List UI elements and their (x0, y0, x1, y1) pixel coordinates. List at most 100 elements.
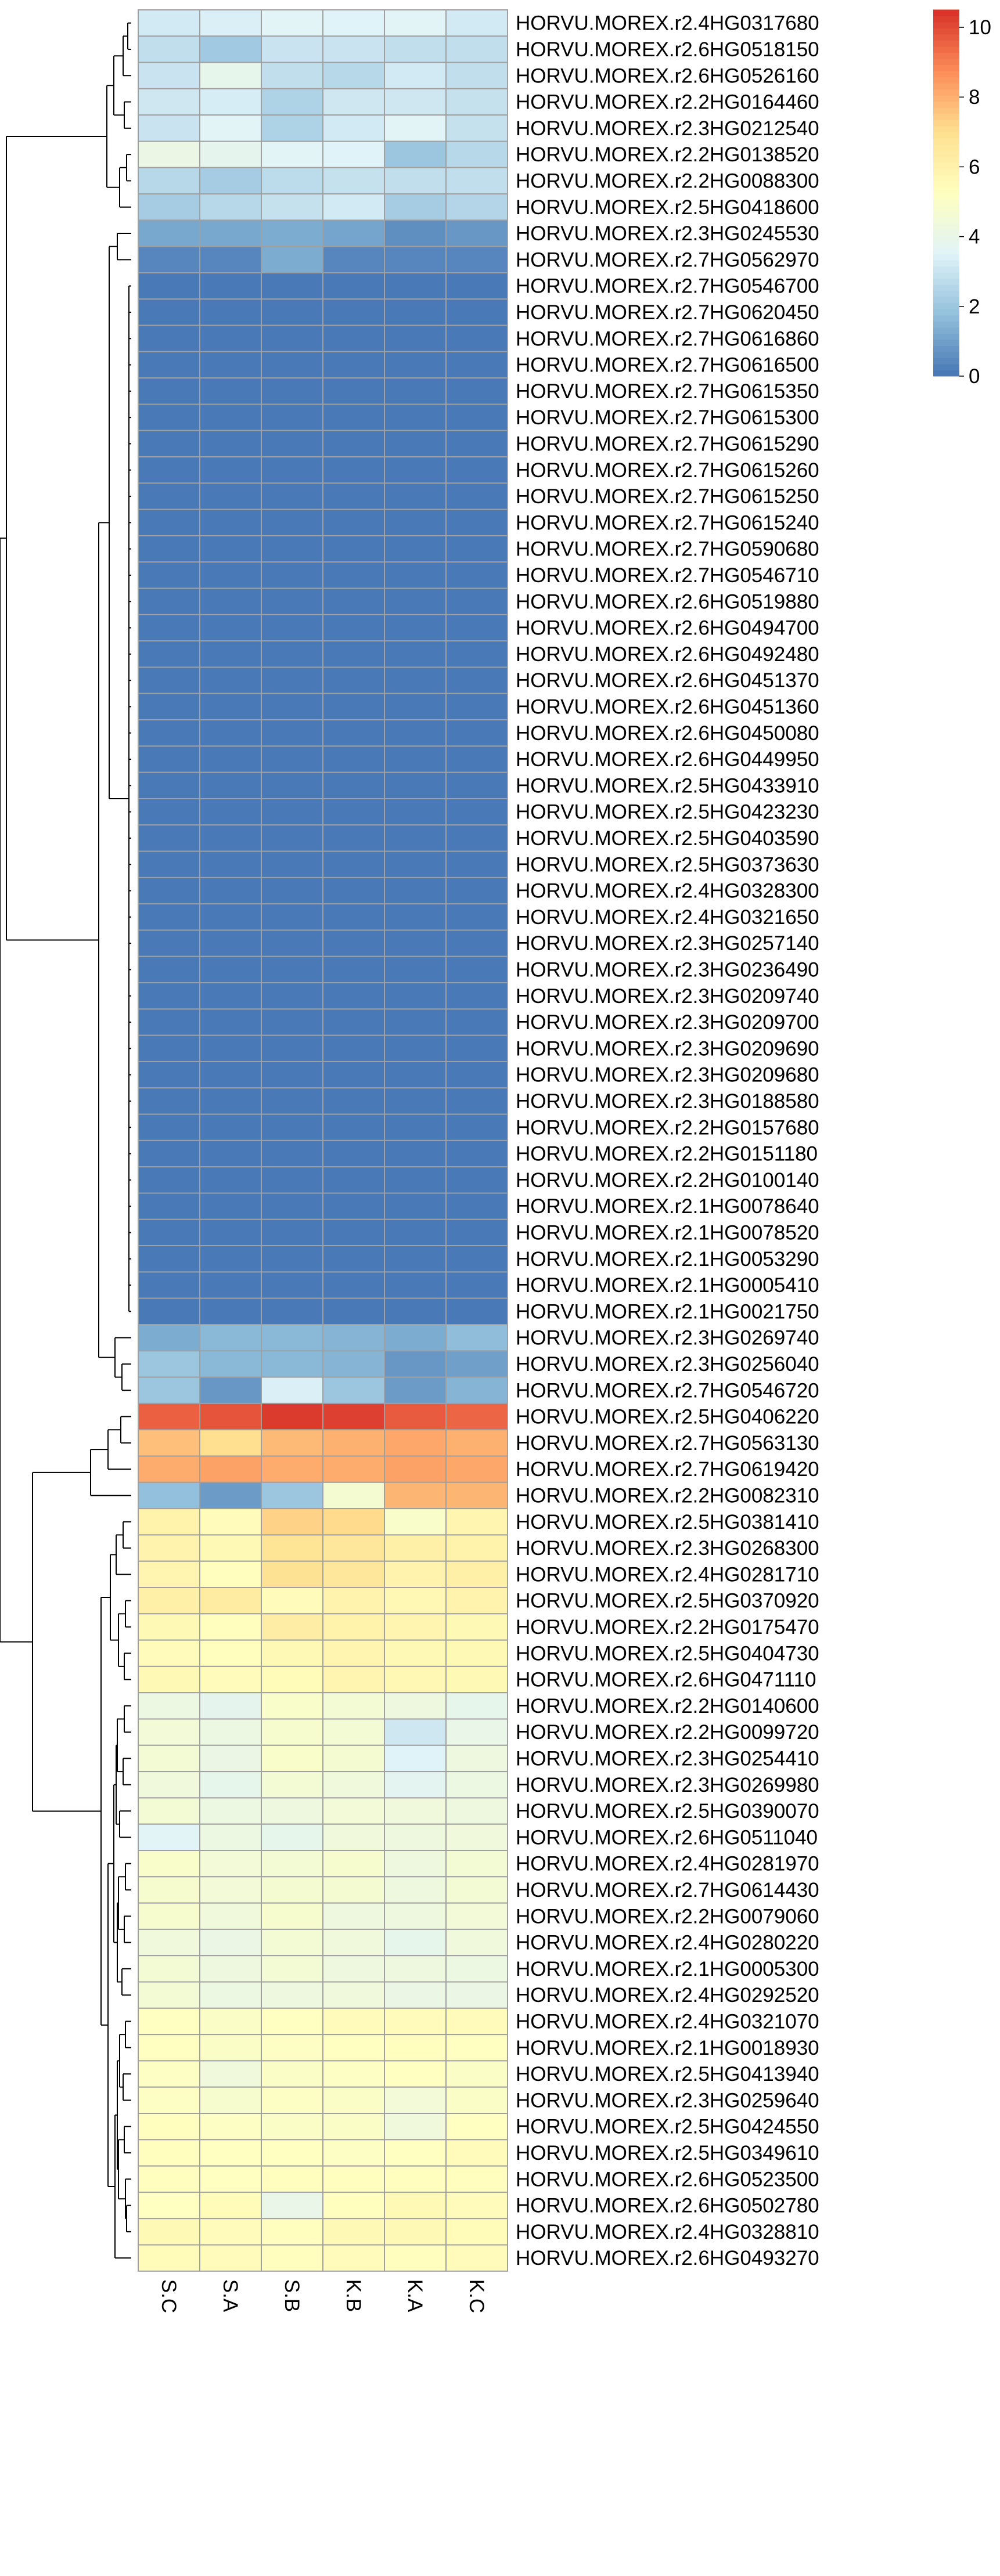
heatmap-cell (384, 640, 447, 668)
heatmap-cell (138, 798, 200, 826)
heatmap-cell (322, 219, 385, 247)
heatmap-cell (199, 1744, 262, 1773)
heatmap-cell (138, 1613, 200, 1641)
heatmap-cell (199, 377, 262, 405)
heatmap-cell (138, 1429, 200, 1457)
legend-swatch (933, 101, 959, 108)
heatmap-cell (199, 1902, 262, 1930)
row-label: HORVU.MOREX.r2.7HG0615290 (516, 432, 819, 455)
heatmap-cell (261, 1455, 323, 1483)
heatmap-cell (199, 2086, 262, 2114)
heatmap-cell (138, 456, 200, 484)
heatmap-cell (445, 219, 508, 247)
heatmap-cell (384, 219, 447, 247)
legend-swatch (933, 241, 959, 248)
heatmap-cell (445, 982, 508, 1010)
column-label: S.B (280, 2279, 303, 2312)
heatmap-cell (261, 535, 323, 563)
heatmap-cell (384, 1823, 447, 1851)
legend-swatch (933, 143, 959, 151)
heatmap-cell (261, 1245, 323, 1273)
heatmap-cell (138, 1218, 200, 1247)
row-label: HORVU.MOREX.r2.6HG0519880 (516, 590, 819, 613)
heatmap-cell (445, 246, 508, 274)
heatmap-cell (261, 982, 323, 1010)
heatmap-cell (445, 1034, 508, 1062)
legend-swatch (933, 34, 959, 41)
legend-swatch (933, 156, 959, 163)
heatmap-cell (199, 1981, 262, 2009)
heatmap-cell (445, 692, 508, 721)
row-label: HORVU.MOREX.r2.1HG0053290 (516, 1248, 819, 1271)
heatmap-cell (261, 1481, 323, 1510)
heatmap-cell (138, 2139, 200, 2167)
heatmap-cell (445, 1692, 508, 1720)
row-label: HORVU.MOREX.r2.2HG0099720 (516, 1721, 819, 1744)
heatmap-cell (199, 272, 262, 300)
heatmap-cell (322, 798, 385, 826)
legend-swatch (933, 211, 959, 218)
heatmap-cell (445, 1297, 508, 1325)
heatmap-cell (138, 1744, 200, 1773)
heatmap-cell (261, 403, 323, 431)
heatmap-cell (138, 1850, 200, 1878)
row-label: HORVU.MOREX.r2.3HG0269980 (516, 1774, 819, 1796)
heatmap-cell (322, 1928, 385, 1957)
heatmap-cell (138, 35, 200, 63)
heatmap-cell (384, 929, 447, 957)
heatmap-cell (199, 1402, 262, 1431)
heatmap-cell (199, 246, 262, 274)
heatmap-cell (261, 1139, 323, 1168)
heatmap-cell (199, 1692, 262, 1720)
heatmap-cell (445, 1245, 508, 1273)
heatmap-cell (384, 1008, 447, 1036)
heatmap-cell (384, 798, 447, 826)
legend-swatch (933, 174, 959, 181)
heatmap-cell (261, 587, 323, 615)
heatmap-cell (445, 1139, 508, 1168)
legend-swatch (933, 229, 959, 236)
row-label: HORVU.MOREX.r2.1HG0005300 (516, 1958, 819, 1980)
heatmap-cell (261, 1587, 323, 1615)
heatmap-cell (322, 2165, 385, 2193)
legend-swatch (933, 302, 959, 309)
heatmap-cell (384, 2191, 447, 2220)
heatmap-cell (445, 719, 508, 747)
heatmap-cell (322, 1271, 385, 1299)
row-label: HORVU.MOREX.r2.7HG0590680 (516, 538, 819, 561)
heatmap-cell (199, 2060, 262, 2088)
heatmap-cell (138, 1665, 200, 1694)
heatmap-cell (138, 2191, 200, 2220)
row-label: HORVU.MOREX.r2.5HG0390070 (516, 1800, 819, 1823)
heatmap-cell (322, 771, 385, 799)
heatmap-cell (138, 587, 200, 615)
heatmap-cell (199, 1218, 262, 1247)
legend-swatch (933, 138, 959, 145)
heatmap-cell (199, 1429, 262, 1457)
heatmap-cell (322, 2086, 385, 2114)
heatmap-cell (261, 640, 323, 668)
heatmap-cell (138, 1560, 200, 1588)
heatmap-cell (199, 1508, 262, 1536)
legend-swatch (933, 199, 959, 206)
heatmap-cell (199, 351, 262, 379)
heatmap-cell (322, 561, 385, 589)
heatmap-cell (322, 745, 385, 773)
legend-swatch (933, 107, 959, 114)
heatmap-cell (199, 35, 262, 63)
row-label: HORVU.MOREX.r2.1HG0005410 (516, 1274, 819, 1297)
row-label: HORVU.MOREX.r2.2HG0100140 (516, 1169, 819, 1192)
heatmap-cell (138, 193, 200, 221)
heatmap-cell (384, 1061, 447, 1089)
heatmap-cell (445, 1744, 508, 1773)
heatmap-cell (384, 1718, 447, 1746)
heatmap-cell (322, 1218, 385, 1247)
heatmap-cell (322, 2191, 385, 2220)
heatmap-cell (261, 1324, 323, 1352)
row-label: HORVU.MOREX.r2.7HG0620450 (516, 301, 819, 324)
heatmap-cell (384, 955, 447, 984)
row-label: HORVU.MOREX.r2.1HG0018930 (516, 2037, 819, 2059)
legend-swatch (933, 272, 959, 279)
heatmap-cell (322, 876, 385, 905)
heatmap-cell (445, 1534, 508, 1562)
